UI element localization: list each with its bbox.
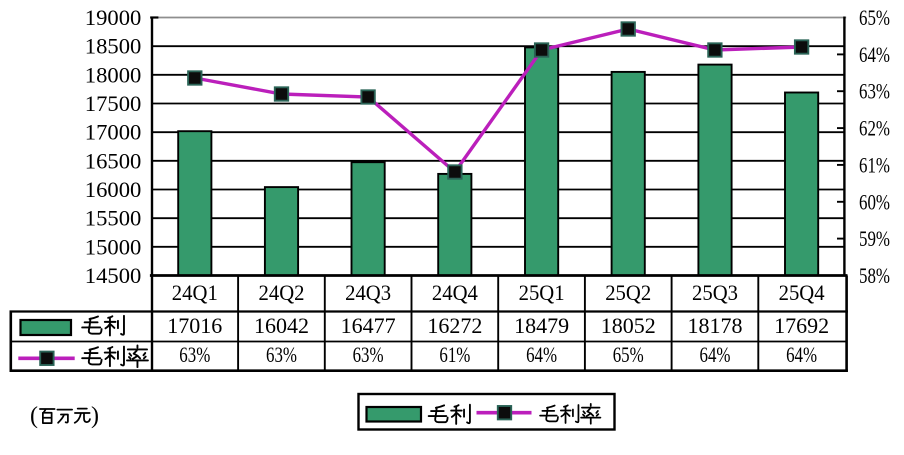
- svg-text:25Q4: 25Q4: [779, 280, 825, 305]
- svg-text:15000: 15000: [85, 234, 142, 259]
- svg-text:15500: 15500: [85, 206, 142, 231]
- svg-text:24Q2: 24Q2: [259, 280, 305, 305]
- svg-text:61%: 61%: [439, 342, 470, 367]
- svg-text:14500: 14500: [85, 263, 142, 288]
- svg-text:65%: 65%: [613, 342, 644, 367]
- svg-text:17500: 17500: [85, 91, 142, 116]
- svg-text:16500: 16500: [85, 148, 142, 173]
- svg-text:17692: 17692: [774, 313, 829, 338]
- svg-text:16042: 16042: [254, 313, 309, 338]
- svg-text:16000: 16000: [85, 177, 142, 202]
- svg-text:63%: 63%: [353, 342, 384, 367]
- svg-text:18500: 18500: [85, 34, 142, 59]
- svg-text:64%: 64%: [859, 42, 890, 67]
- svg-text:59%: 59%: [859, 226, 890, 251]
- svg-text:60%: 60%: [859, 189, 890, 214]
- svg-text:18178: 18178: [688, 313, 743, 338]
- svg-text:58%: 58%: [859, 263, 890, 288]
- svg-text:25Q1: 25Q1: [519, 280, 565, 305]
- svg-text:25Q3: 25Q3: [692, 280, 738, 305]
- svg-text:16272: 16272: [427, 313, 482, 338]
- svg-text:63%: 63%: [179, 342, 210, 367]
- svg-text:18479: 18479: [514, 313, 569, 338]
- svg-text:65%: 65%: [859, 5, 890, 30]
- svg-text:64%: 64%: [700, 342, 731, 367]
- svg-text:18052: 18052: [601, 313, 656, 338]
- svg-text:63%: 63%: [859, 79, 890, 104]
- svg-text:25Q2: 25Q2: [605, 280, 651, 305]
- svg-text:17016: 17016: [167, 313, 222, 338]
- svg-text:24Q4: 24Q4: [432, 280, 478, 305]
- svg-text:61%: 61%: [859, 152, 890, 177]
- svg-text:16477: 16477: [341, 313, 396, 338]
- svg-text:64%: 64%: [526, 342, 557, 367]
- svg-text:24Q3: 24Q3: [345, 280, 391, 305]
- svg-text:63%: 63%: [266, 342, 297, 367]
- svg-text:): ): [91, 403, 99, 429]
- svg-text:(: (: [30, 403, 38, 429]
- svg-text:62%: 62%: [859, 116, 890, 141]
- svg-text:18000: 18000: [85, 62, 142, 87]
- svg-text:64%: 64%: [786, 342, 817, 367]
- svg-text:19000: 19000: [85, 5, 142, 30]
- svg-text:17000: 17000: [85, 120, 142, 145]
- svg-text:24Q1: 24Q1: [172, 280, 218, 305]
